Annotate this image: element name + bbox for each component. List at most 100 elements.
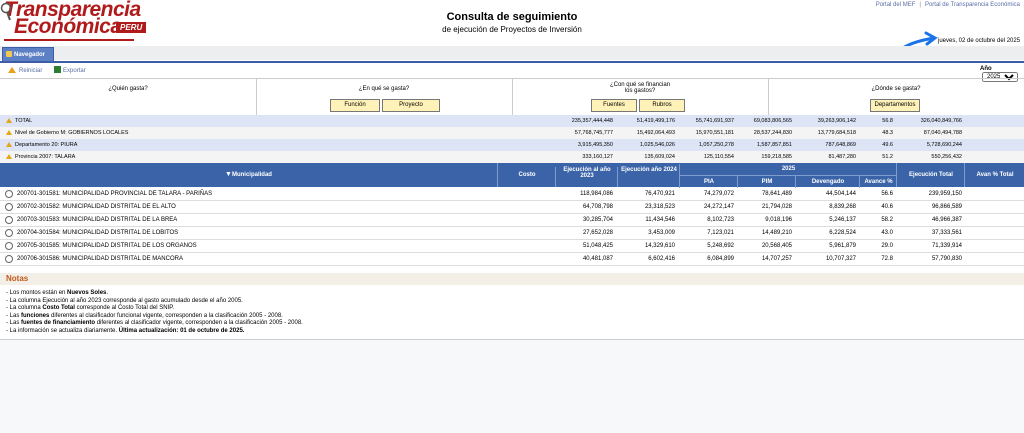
row-ejec-total: 96,866,589 xyxy=(931,204,962,210)
row-municipalidad: 200704-301584: MUNICIPALIDAD DISTRITAL D… xyxy=(17,230,179,236)
proyecto-button[interactable]: Proyecto xyxy=(382,99,440,112)
summary-ejec-2024: 135,609,024 xyxy=(644,154,675,160)
note-line: - Los montos están en Nuevos Soles. xyxy=(6,290,109,296)
excel-icon xyxy=(54,66,62,73)
row-ejec-2023: 27,652,028 xyxy=(582,230,613,236)
summary-avance: 49.6 xyxy=(882,142,893,148)
summary-ejec-2023: 333,160,127 xyxy=(582,154,613,160)
row-avance: 72.8 xyxy=(881,256,893,262)
row-avance: 58.2 xyxy=(881,217,893,223)
summary-label: Provincia 2007: TALARA xyxy=(6,151,75,163)
summary-row[interactable]: Departamento 20: PIURA 3,915,495,350 1,025… xyxy=(0,139,1024,151)
questions-row: ¿Quién gasta? ¿En qué se gasta? Función … xyxy=(0,78,1024,116)
note-dash: - xyxy=(6,312,10,319)
row-radio[interactable] xyxy=(5,229,13,237)
table-row[interactable]: 200702-301582: MUNICIPALIDAD DISTRITAL D… xyxy=(0,201,1024,214)
row-pim: 9,018,196 xyxy=(765,217,792,223)
magnifier-icon xyxy=(0,2,12,21)
header-ejec-2024: Ejecución año 2024 xyxy=(617,167,680,187)
header-2025: 2025 xyxy=(679,164,897,175)
summary-row[interactable]: TOTAL 235,357,444,448 51,419,499,176 55,741… xyxy=(0,115,1024,127)
level-up-icon xyxy=(6,154,12,159)
table-row[interactable]: 200704-301584: MUNICIPALIDAD DISTRITAL D… xyxy=(0,227,1024,240)
nav-bar xyxy=(0,46,1024,60)
summary-ejec-2024: 1,025,546,026 xyxy=(639,142,675,148)
row-ejec-2023: 51,048,425 xyxy=(582,243,613,249)
summary-ejec-total: 5,728,690,244 xyxy=(926,142,962,148)
note-line: - Las fuentes de financiamiento diferent… xyxy=(6,320,303,326)
fuentes-button[interactable]: Fuentes xyxy=(591,99,637,112)
row-pia: 5,248,692 xyxy=(707,243,734,249)
row-pim: 14,707,257 xyxy=(761,256,792,262)
summary-ejec-2023: 235,357,444,448 xyxy=(571,118,613,124)
summary-pia: 1,057,250,278 xyxy=(698,142,734,148)
rubros-button[interactable]: Rubros xyxy=(639,99,685,112)
row-pia: 7,123,021 xyxy=(707,230,734,236)
row-ejec-total: 71,339,914 xyxy=(931,243,962,249)
current-date: jueves, 02 de octubre del 2025 xyxy=(938,38,1021,44)
row-devengado: 10,707,327 xyxy=(825,256,856,262)
departamentos-button[interactable]: Departamentos xyxy=(870,99,920,112)
summary-label: Nivel de Gobierno M: GOBIERNOS LOCALES xyxy=(6,127,128,139)
row-pia: 24,272,147 xyxy=(703,204,734,210)
row-avance: 40.6 xyxy=(881,204,893,210)
summary-pia: 55,741,691,937 xyxy=(695,118,734,124)
year-selector: Año 2025 xyxy=(980,66,1024,82)
table-header: ▼Municipalidad Costo Ejecución al año 20… xyxy=(0,163,1024,188)
row-radio[interactable] xyxy=(5,242,13,250)
table-row[interactable]: 200706-301586: MUNICIPALIDAD DISTRITAL D… xyxy=(0,253,1024,266)
row-ejec-2024: 6,602,416 xyxy=(648,256,675,262)
logo-tag: PERU xyxy=(116,22,147,33)
row-radio[interactable] xyxy=(5,203,13,211)
header-avance: Avance % xyxy=(859,175,897,188)
reset-icon xyxy=(8,67,16,73)
row-radio[interactable] xyxy=(5,216,13,224)
summary-pim: 159,218,585 xyxy=(761,154,792,160)
summary-ejec-total: 326,040,849,766 xyxy=(920,118,962,124)
reiniciar-button[interactable]: Reiniciar xyxy=(8,67,42,74)
header-municipalidad[interactable]: ▼Municipalidad xyxy=(225,171,272,178)
table-row[interactable]: 200705-301585: MUNICIPALIDAD DISTRITAL D… xyxy=(0,240,1024,253)
row-radio[interactable] xyxy=(5,190,13,198)
summary-ejec-2024: 51,419,499,176 xyxy=(636,118,675,124)
level-up-icon xyxy=(6,142,12,147)
header-avan-total: Avan % Total xyxy=(964,163,1024,187)
summary-row[interactable]: Provincia 2007: TALARA 333,160,127 135,609… xyxy=(0,151,1024,163)
header-ejec-2023: Ejecución al año 2023 xyxy=(555,167,618,187)
row-ejec-2024: 11,434,546 xyxy=(645,217,675,223)
note-line: - La información se actualiza diariament… xyxy=(6,327,245,334)
link-portal-transparencia[interactable]: Portal de Transparencia Económica xyxy=(924,2,1020,8)
summary-row[interactable]: Nivel de Gobierno M: GOBIERNOS LOCALES 57… xyxy=(0,127,1024,139)
logo-line2: Económica xyxy=(14,15,122,38)
row-ejec-total: 57,790,830 xyxy=(931,256,962,262)
row-devengado: 44,504,144 xyxy=(825,191,856,197)
summary-pim: 28,537,244,830 xyxy=(753,130,792,136)
summary-ejec-total: 87,040,494,788 xyxy=(923,130,962,136)
notes-title: Notas xyxy=(0,273,1024,285)
note-dash: - xyxy=(6,327,10,334)
summary-pia: 125,110,554 xyxy=(703,154,734,160)
row-ejec-2023: 30,285,704 xyxy=(582,217,613,223)
note-line: - La columna Ejecución al año 2023 corre… xyxy=(6,297,243,304)
note-dash: - xyxy=(6,305,10,311)
row-avance: 56.6 xyxy=(881,191,893,197)
note-line: - Las funciones diferentes al clasificad… xyxy=(6,312,283,319)
row-pia: 74,279,072 xyxy=(703,191,734,197)
row-ejec-2023: 118,984,086 xyxy=(580,191,613,197)
table-row[interactable]: 200701-301581: MUNICIPALIDAD PROVINCIAL … xyxy=(0,188,1024,201)
summary-pim: 1,587,857,851 xyxy=(756,142,792,148)
summary-pia: 15,970,551,181 xyxy=(695,130,734,136)
row-pim: 78,641,489 xyxy=(761,191,792,197)
link-portal-mef[interactable]: Portal del MEF xyxy=(875,2,916,8)
row-radio[interactable] xyxy=(5,255,13,263)
row-municipalidad: 200702-301582: MUNICIPALIDAD DISTRITAL D… xyxy=(17,204,176,210)
summary-ejec-2023: 57,768,745,777 xyxy=(574,130,613,136)
funcion-button[interactable]: Función xyxy=(330,99,380,112)
summary-avance: 56.8 xyxy=(882,118,893,124)
year-select[interactable]: 2025 xyxy=(982,72,1018,82)
row-ejec-total: 46,966,387 xyxy=(931,217,962,223)
header-ejec-total: Ejecución Total xyxy=(896,163,965,187)
table-row[interactable]: 200703-301583: MUNICIPALIDAD DISTRITAL D… xyxy=(0,214,1024,227)
row-avance: 43.0 xyxy=(881,230,893,236)
exportar-button[interactable]: Exportar xyxy=(54,66,86,74)
